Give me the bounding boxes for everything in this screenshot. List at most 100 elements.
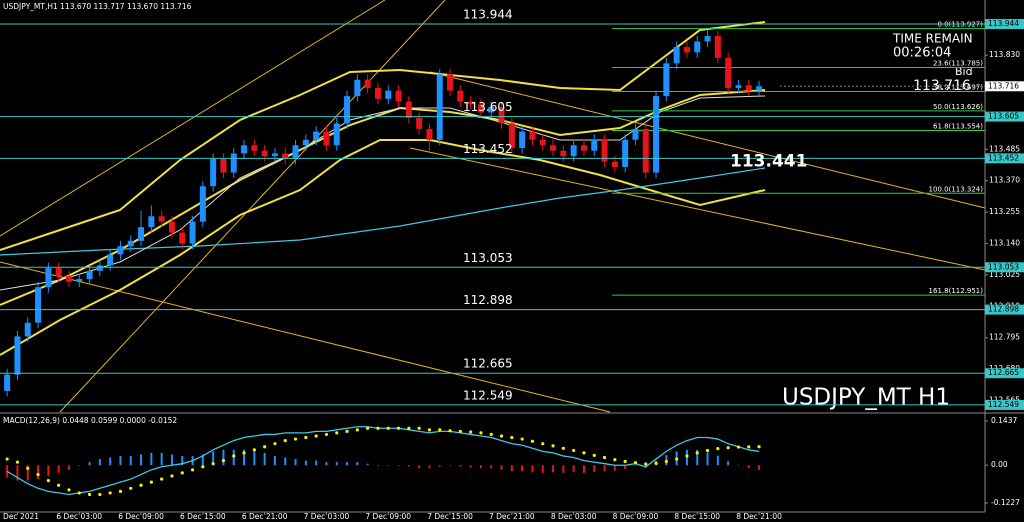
- candle-body: [220, 158, 227, 173]
- macd-histogram-bar: [140, 454, 143, 466]
- macd-histogram-bar: [562, 465, 565, 473]
- macd-histogram-bar: [109, 457, 112, 466]
- candle-body: [271, 153, 278, 157]
- macd-histogram-bar: [716, 455, 719, 466]
- macd-signal-dot: [232, 454, 236, 458]
- level-price-box: [985, 262, 1024, 273]
- macd-histogram-bar: [119, 455, 122, 466]
- macd-signal-dot: [139, 483, 143, 487]
- macd-signal-dot: [417, 426, 421, 430]
- x-tick-label: 8 Dec 21:00: [736, 512, 782, 521]
- candle-body: [653, 96, 660, 173]
- candle-body: [745, 85, 752, 91]
- macd-signal-dot: [695, 451, 699, 455]
- x-tick-label: 7 Dec 15:00: [427, 512, 473, 521]
- macd-signal-dot: [633, 461, 638, 465]
- level-price-box: [985, 111, 1024, 122]
- macd-signal-dot: [293, 437, 298, 441]
- macd-signal-dot: [366, 426, 370, 430]
- x-tick-label: 7 Dec 21:00: [489, 512, 535, 521]
- candle-body: [65, 276, 72, 282]
- macd-histogram-bar: [160, 452, 163, 466]
- macd-signal-dot: [520, 437, 524, 441]
- macd-histogram-bar: [438, 465, 441, 467]
- candle-body: [45, 268, 52, 288]
- candle-body: [86, 270, 93, 280]
- macd-signal-dot: [108, 491, 112, 495]
- candle-body: [467, 101, 474, 105]
- y-tick-label: 113.140: [989, 239, 1020, 248]
- candle-body: [457, 90, 464, 102]
- level-price-label: 113.944: [988, 19, 1019, 28]
- macd-signal-dot: [654, 461, 658, 465]
- candle-body: [117, 246, 124, 255]
- macd-signal-dot: [67, 488, 71, 492]
- macd-histogram-bar: [737, 464, 740, 466]
- macd-histogram-bar: [98, 459, 101, 466]
- candle-body: [282, 153, 289, 159]
- candle-body: [642, 128, 649, 173]
- candle-body: [107, 254, 114, 266]
- macd-signal-dot: [479, 431, 483, 435]
- macd-signal-dot: [273, 442, 277, 446]
- macd-signal-dot: [499, 434, 504, 438]
- x-tick-label: 6 Dec 21:00: [242, 512, 288, 521]
- macd-histogram-bar: [696, 449, 699, 466]
- macd-signal-dot: [541, 442, 545, 446]
- macd-histogram-bar: [490, 465, 493, 469]
- candle-body: [14, 336, 21, 375]
- candle-body: [354, 79, 361, 97]
- candle-body: [138, 227, 145, 241]
- macd-signal-dot: [263, 445, 267, 449]
- macd-histogram-bar: [222, 449, 225, 466]
- channel-line: [59, 0, 446, 413]
- watermark: USDJPY_MT H1: [782, 385, 950, 411]
- macd-histogram-bar: [758, 465, 761, 470]
- macd-signal-dot: [736, 445, 741, 449]
- macd-signal-dot: [757, 445, 761, 449]
- macd-y-tick-label: 0.00: [991, 460, 1008, 469]
- candle-body: [477, 104, 484, 113]
- macd-histogram-bar: [57, 465, 60, 473]
- macd-signal-dot: [510, 435, 514, 440]
- macd-signal-dot: [582, 451, 586, 455]
- macd-main-line: [6, 426, 760, 496]
- level-price-label: 113.605: [988, 112, 1019, 121]
- macd-histogram-bar: [16, 465, 19, 481]
- trend-line: [409, 147, 986, 271]
- macd-signal-dot: [190, 468, 195, 472]
- macd-histogram-bar: [510, 465, 513, 472]
- macd-histogram-bar: [356, 462, 359, 466]
- y-tick-label: 113.830: [989, 50, 1020, 59]
- macd-histogram-bar: [459, 465, 462, 467]
- macd-histogram-bar: [397, 465, 400, 466]
- candle-body: [560, 150, 567, 157]
- candle-body: [395, 90, 402, 102]
- macd-signal-dot: [335, 431, 339, 435]
- macd-histogram-bar: [129, 455, 132, 466]
- candle-body: [436, 74, 443, 140]
- level-label: 113.944: [463, 8, 513, 22]
- y-tick-label: 113.485: [989, 144, 1020, 153]
- level-label: 113.452: [463, 142, 513, 156]
- x-tick-label: 6 Dec 03:00: [56, 512, 102, 521]
- candle-body: [189, 221, 196, 244]
- bollinger-low: [0, 139, 766, 356]
- macd-signal-dot: [396, 426, 401, 430]
- level-price-label: 112.665: [988, 368, 1019, 377]
- macd-signal-dot: [324, 432, 329, 437]
- overlays: [0, 0, 986, 413]
- macd-signal-dot: [118, 489, 123, 493]
- candle-body: [230, 153, 237, 173]
- candle-body: [570, 145, 577, 157]
- candle-body: [96, 265, 103, 271]
- candle-body: [4, 374, 11, 391]
- bollinger-up: [0, 21, 766, 251]
- macd-histogram-bar: [469, 465, 472, 468]
- macd-histogram-bar: [88, 462, 91, 466]
- candles: [4, 30, 763, 397]
- candle-body: [333, 123, 340, 146]
- macd-signal-dot: [77, 491, 81, 495]
- candle-body: [416, 117, 423, 129]
- fib-label: 61.8(113.554): [933, 123, 983, 131]
